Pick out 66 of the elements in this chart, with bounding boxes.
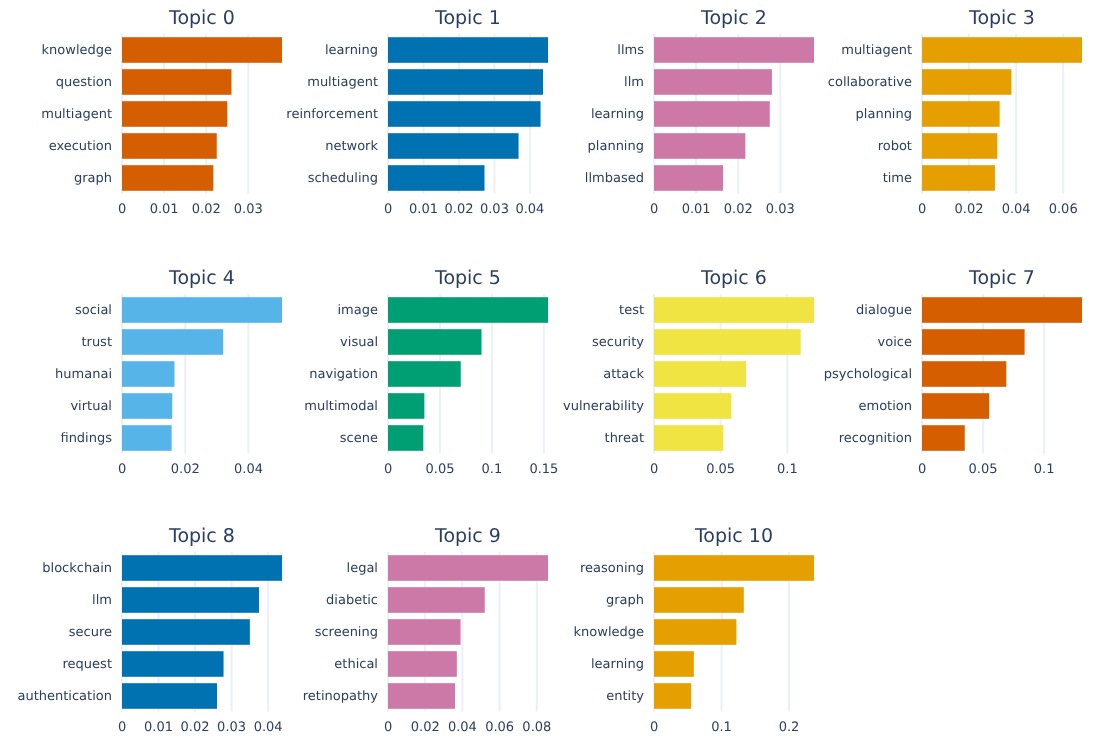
bar — [922, 101, 1000, 127]
bar — [654, 37, 814, 63]
bar — [388, 587, 485, 613]
chart-title: Topic 6 — [699, 268, 767, 290]
bar — [654, 69, 772, 95]
chart-title: Topic 2 — [699, 8, 767, 30]
bar — [922, 37, 1082, 63]
bar — [122, 425, 172, 451]
bar — [388, 297, 548, 323]
bar — [654, 555, 814, 581]
chart-title: Topic 4 — [167, 268, 235, 290]
bar — [654, 587, 744, 613]
chart-title: Topic 7 — [967, 268, 1035, 290]
bar — [388, 133, 519, 159]
bar — [922, 297, 1082, 323]
bar — [122, 101, 228, 127]
bar — [388, 101, 541, 127]
chart-title: Topic 1 — [433, 8, 501, 30]
bar — [388, 165, 485, 191]
chart-title: Topic 8 — [167, 526, 235, 548]
bar — [922, 361, 1007, 387]
bar — [654, 329, 801, 355]
bar — [922, 165, 995, 191]
chart-title: Topic 0 — [167, 8, 235, 30]
chart-title: Topic 9 — [433, 526, 501, 548]
bar — [388, 555, 548, 581]
bar — [122, 651, 224, 677]
bar — [654, 619, 737, 645]
bar — [122, 69, 232, 95]
bar — [122, 165, 214, 191]
bar — [388, 651, 457, 677]
bar — [122, 133, 217, 159]
bar — [122, 587, 259, 613]
bar — [122, 683, 217, 709]
bar — [388, 329, 482, 355]
bar — [922, 329, 1025, 355]
bar — [122, 329, 224, 355]
chart-title: Topic 10 — [692, 526, 774, 548]
bar — [922, 425, 965, 451]
bar — [388, 619, 461, 645]
bar — [122, 555, 282, 581]
bar — [122, 37, 282, 63]
chart-title: Topic 3 — [967, 8, 1035, 30]
bar — [654, 361, 746, 387]
bar — [654, 133, 746, 159]
bar — [122, 393, 173, 419]
bar — [922, 133, 998, 159]
bar — [654, 297, 814, 323]
bar — [654, 683, 692, 709]
bar — [654, 101, 770, 127]
bar — [388, 37, 548, 63]
bar — [388, 361, 461, 387]
bar — [388, 683, 455, 709]
bar — [388, 393, 425, 419]
bar — [922, 393, 990, 419]
bar — [388, 69, 544, 95]
bar — [654, 165, 724, 191]
chart-title: Topic 5 — [433, 268, 501, 290]
bar — [654, 651, 694, 677]
bar — [122, 297, 282, 323]
bar — [654, 425, 724, 451]
bar — [922, 69, 1012, 95]
bar — [654, 393, 732, 419]
bar — [122, 361, 175, 387]
bar — [388, 425, 424, 451]
bar — [122, 619, 250, 645]
